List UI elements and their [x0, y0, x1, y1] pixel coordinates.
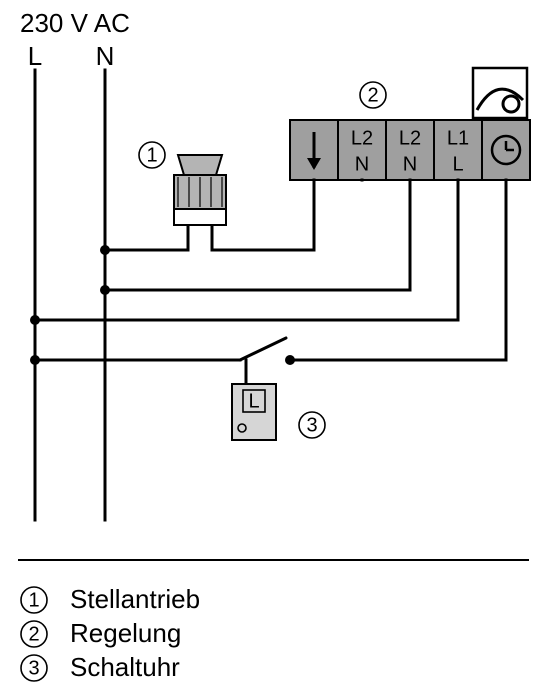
- voltage-label: 230 V AC: [20, 8, 130, 38]
- actuator: [174, 155, 226, 250]
- legend-2-label: Regelung: [70, 618, 181, 648]
- svg-text:1: 1: [146, 144, 157, 166]
- svg-text:L2: L2: [351, 127, 373, 149]
- svg-text:N: N: [355, 153, 369, 175]
- svg-text:2: 2: [367, 84, 378, 106]
- sensor-symbol: [473, 68, 527, 118]
- legend-3-label: Schaltuhr: [70, 652, 180, 682]
- bus-N-label: N: [96, 41, 115, 71]
- svg-text:3: 3: [306, 414, 317, 436]
- svg-text:3: 3: [28, 657, 39, 679]
- svg-text:L: L: [248, 390, 259, 412]
- legend-1-label: Stellantrieb: [70, 584, 200, 614]
- svg-text:L2: L2: [399, 127, 421, 149]
- svg-text:N: N: [403, 153, 417, 175]
- bus-L-label: L: [28, 41, 42, 71]
- svg-text:2: 2: [28, 623, 39, 645]
- svg-text:L: L: [452, 153, 463, 175]
- svg-text:L1: L1: [447, 127, 469, 149]
- svg-text:1: 1: [28, 589, 39, 611]
- switch-contact: [240, 338, 286, 360]
